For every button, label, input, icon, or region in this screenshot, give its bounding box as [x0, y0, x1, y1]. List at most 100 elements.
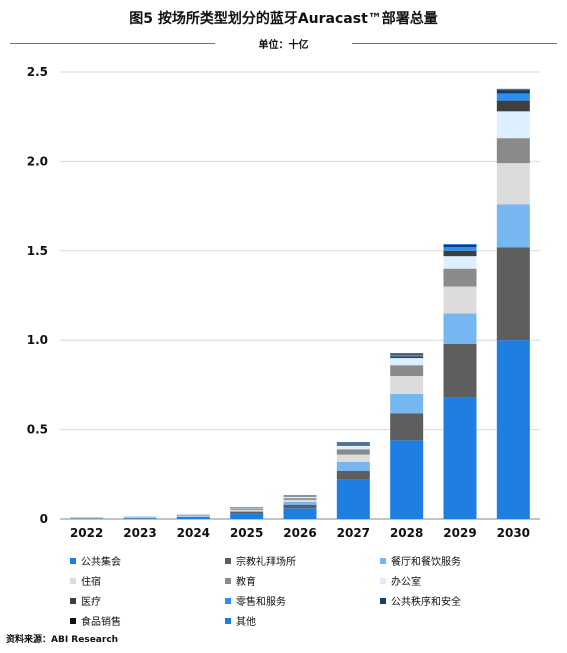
x-tick-label: 2025	[230, 526, 263, 540]
legend-swatch	[225, 577, 231, 584]
bar-segment	[176, 517, 210, 519]
bar-segment	[336, 445, 370, 450]
bar-segment	[283, 502, 317, 505]
bar-segment	[496, 93, 530, 101]
x-tick-label: 2026	[283, 526, 316, 540]
y-tick-label: 1.5	[27, 244, 48, 258]
bar-segment	[336, 443, 370, 445]
bar-segment	[443, 250, 477, 257]
bar-segment	[336, 470, 370, 480]
x-tick-label: 2030	[497, 526, 530, 540]
bar-segment	[390, 393, 424, 414]
bar-segment	[443, 286, 477, 314]
bar-segment	[496, 247, 530, 341]
bar-segment	[496, 138, 530, 164]
legend-label: 办公室	[391, 577, 421, 588]
legend-swatch	[225, 557, 231, 564]
bar-segment	[230, 510, 264, 512]
chart-title: 图5 按场所类型划分的蓝牙Auracast™部署总量	[129, 11, 438, 27]
bar-segment	[390, 365, 424, 376]
unit-label: 单位：十亿	[258, 40, 309, 51]
legend-item: 办公室	[380, 573, 421, 588]
legend-label: 住宿	[81, 577, 101, 588]
bar-segment	[390, 440, 424, 519]
legend-label: 食品销售	[81, 617, 121, 628]
bar-segment	[443, 247, 477, 251]
bar-segment	[336, 479, 370, 519]
legend-swatch	[380, 577, 386, 584]
bar-segment	[390, 356, 424, 359]
x-tick-label: 2027	[337, 526, 370, 540]
bar-segment	[496, 90, 530, 92]
legend-swatch	[70, 577, 76, 584]
bar-segment	[496, 91, 530, 94]
bar-segment	[123, 518, 157, 519]
title-rule-left	[10, 43, 215, 44]
bar-segment	[443, 244, 477, 246]
bar-segment	[336, 454, 370, 462]
legend-item: 住宿	[70, 573, 101, 588]
legend-label: 公共集会	[81, 557, 121, 568]
legend-item: 食品销售	[70, 613, 121, 628]
legend-label: 教育	[236, 577, 256, 588]
legend-item: 其他	[225, 613, 256, 628]
bar-segment	[283, 508, 317, 519]
bar-segment	[443, 256, 477, 269]
y-tick-label: 0.5	[27, 423, 48, 437]
bar-segment	[390, 358, 424, 366]
stacked-bar-chart: 0 0.5 1.0 1.5 2.0 2.5 2022 2023 2024 2025 2026 2027…	[27, 65, 540, 540]
bar-segment	[390, 353, 424, 355]
legend-item: 医疗	[70, 593, 101, 608]
legend-label: 公共秩序和安全	[391, 597, 461, 608]
bar-segment	[283, 504, 317, 509]
bar-segment	[496, 100, 530, 112]
x-tick-label: 2023	[123, 526, 156, 540]
bar-segment	[390, 413, 424, 441]
bar-segment	[496, 163, 530, 205]
legend-swatch	[225, 617, 231, 624]
bar-segment	[390, 375, 424, 394]
y-tick-label: 2.5	[27, 65, 48, 79]
bar-segment	[496, 111, 530, 139]
bar-segment	[336, 442, 370, 444]
bar-segment	[230, 511, 264, 514]
bar-segment	[283, 496, 317, 499]
y-tick-label: 2.0	[27, 154, 48, 168]
x-tick-label: 2022	[70, 526, 103, 540]
legend-swatch	[70, 597, 76, 604]
bar-segment	[230, 508, 264, 509]
legend-label: 餐厅和餐饮服务	[391, 557, 461, 568]
legend-item: 零售和服务	[225, 593, 286, 608]
x-tick-label: 2029	[443, 526, 476, 540]
bar-segment	[390, 354, 424, 357]
legend-item: 宗教礼拜场所	[225, 553, 296, 568]
bar-segment	[496, 340, 530, 519]
bar-segment	[443, 244, 477, 245]
legend-label: 宗教礼拜场所	[236, 557, 296, 568]
bar-segment	[230, 508, 264, 510]
bar-segment	[176, 516, 210, 517]
legend-item: 公共集会	[70, 553, 121, 568]
legend-label: 零售和服务	[236, 597, 286, 608]
bar-segment	[176, 516, 210, 518]
legend-swatch	[225, 597, 231, 604]
bar-segment	[443, 397, 477, 519]
x-tick-label: 2024	[177, 526, 210, 540]
title-rule-right	[352, 43, 557, 44]
bar-segment	[443, 268, 477, 287]
bar-segment	[390, 353, 424, 354]
bar-segment	[390, 354, 424, 355]
bar-segment	[496, 88, 530, 91]
bar-segment	[336, 449, 370, 455]
y-tick-label: 1.0	[27, 333, 48, 347]
legend-label: 其他	[236, 617, 256, 628]
bar-segment	[283, 496, 317, 497]
bar-segment	[336, 461, 370, 471]
legend-swatch	[380, 557, 386, 564]
bar-segment	[230, 513, 264, 519]
bar-segment	[443, 245, 477, 248]
bar-segment	[496, 204, 530, 248]
bar-segment	[443, 313, 477, 344]
bar-segment	[283, 498, 317, 500]
legend-item: 餐厅和餐饮服务	[380, 553, 461, 568]
